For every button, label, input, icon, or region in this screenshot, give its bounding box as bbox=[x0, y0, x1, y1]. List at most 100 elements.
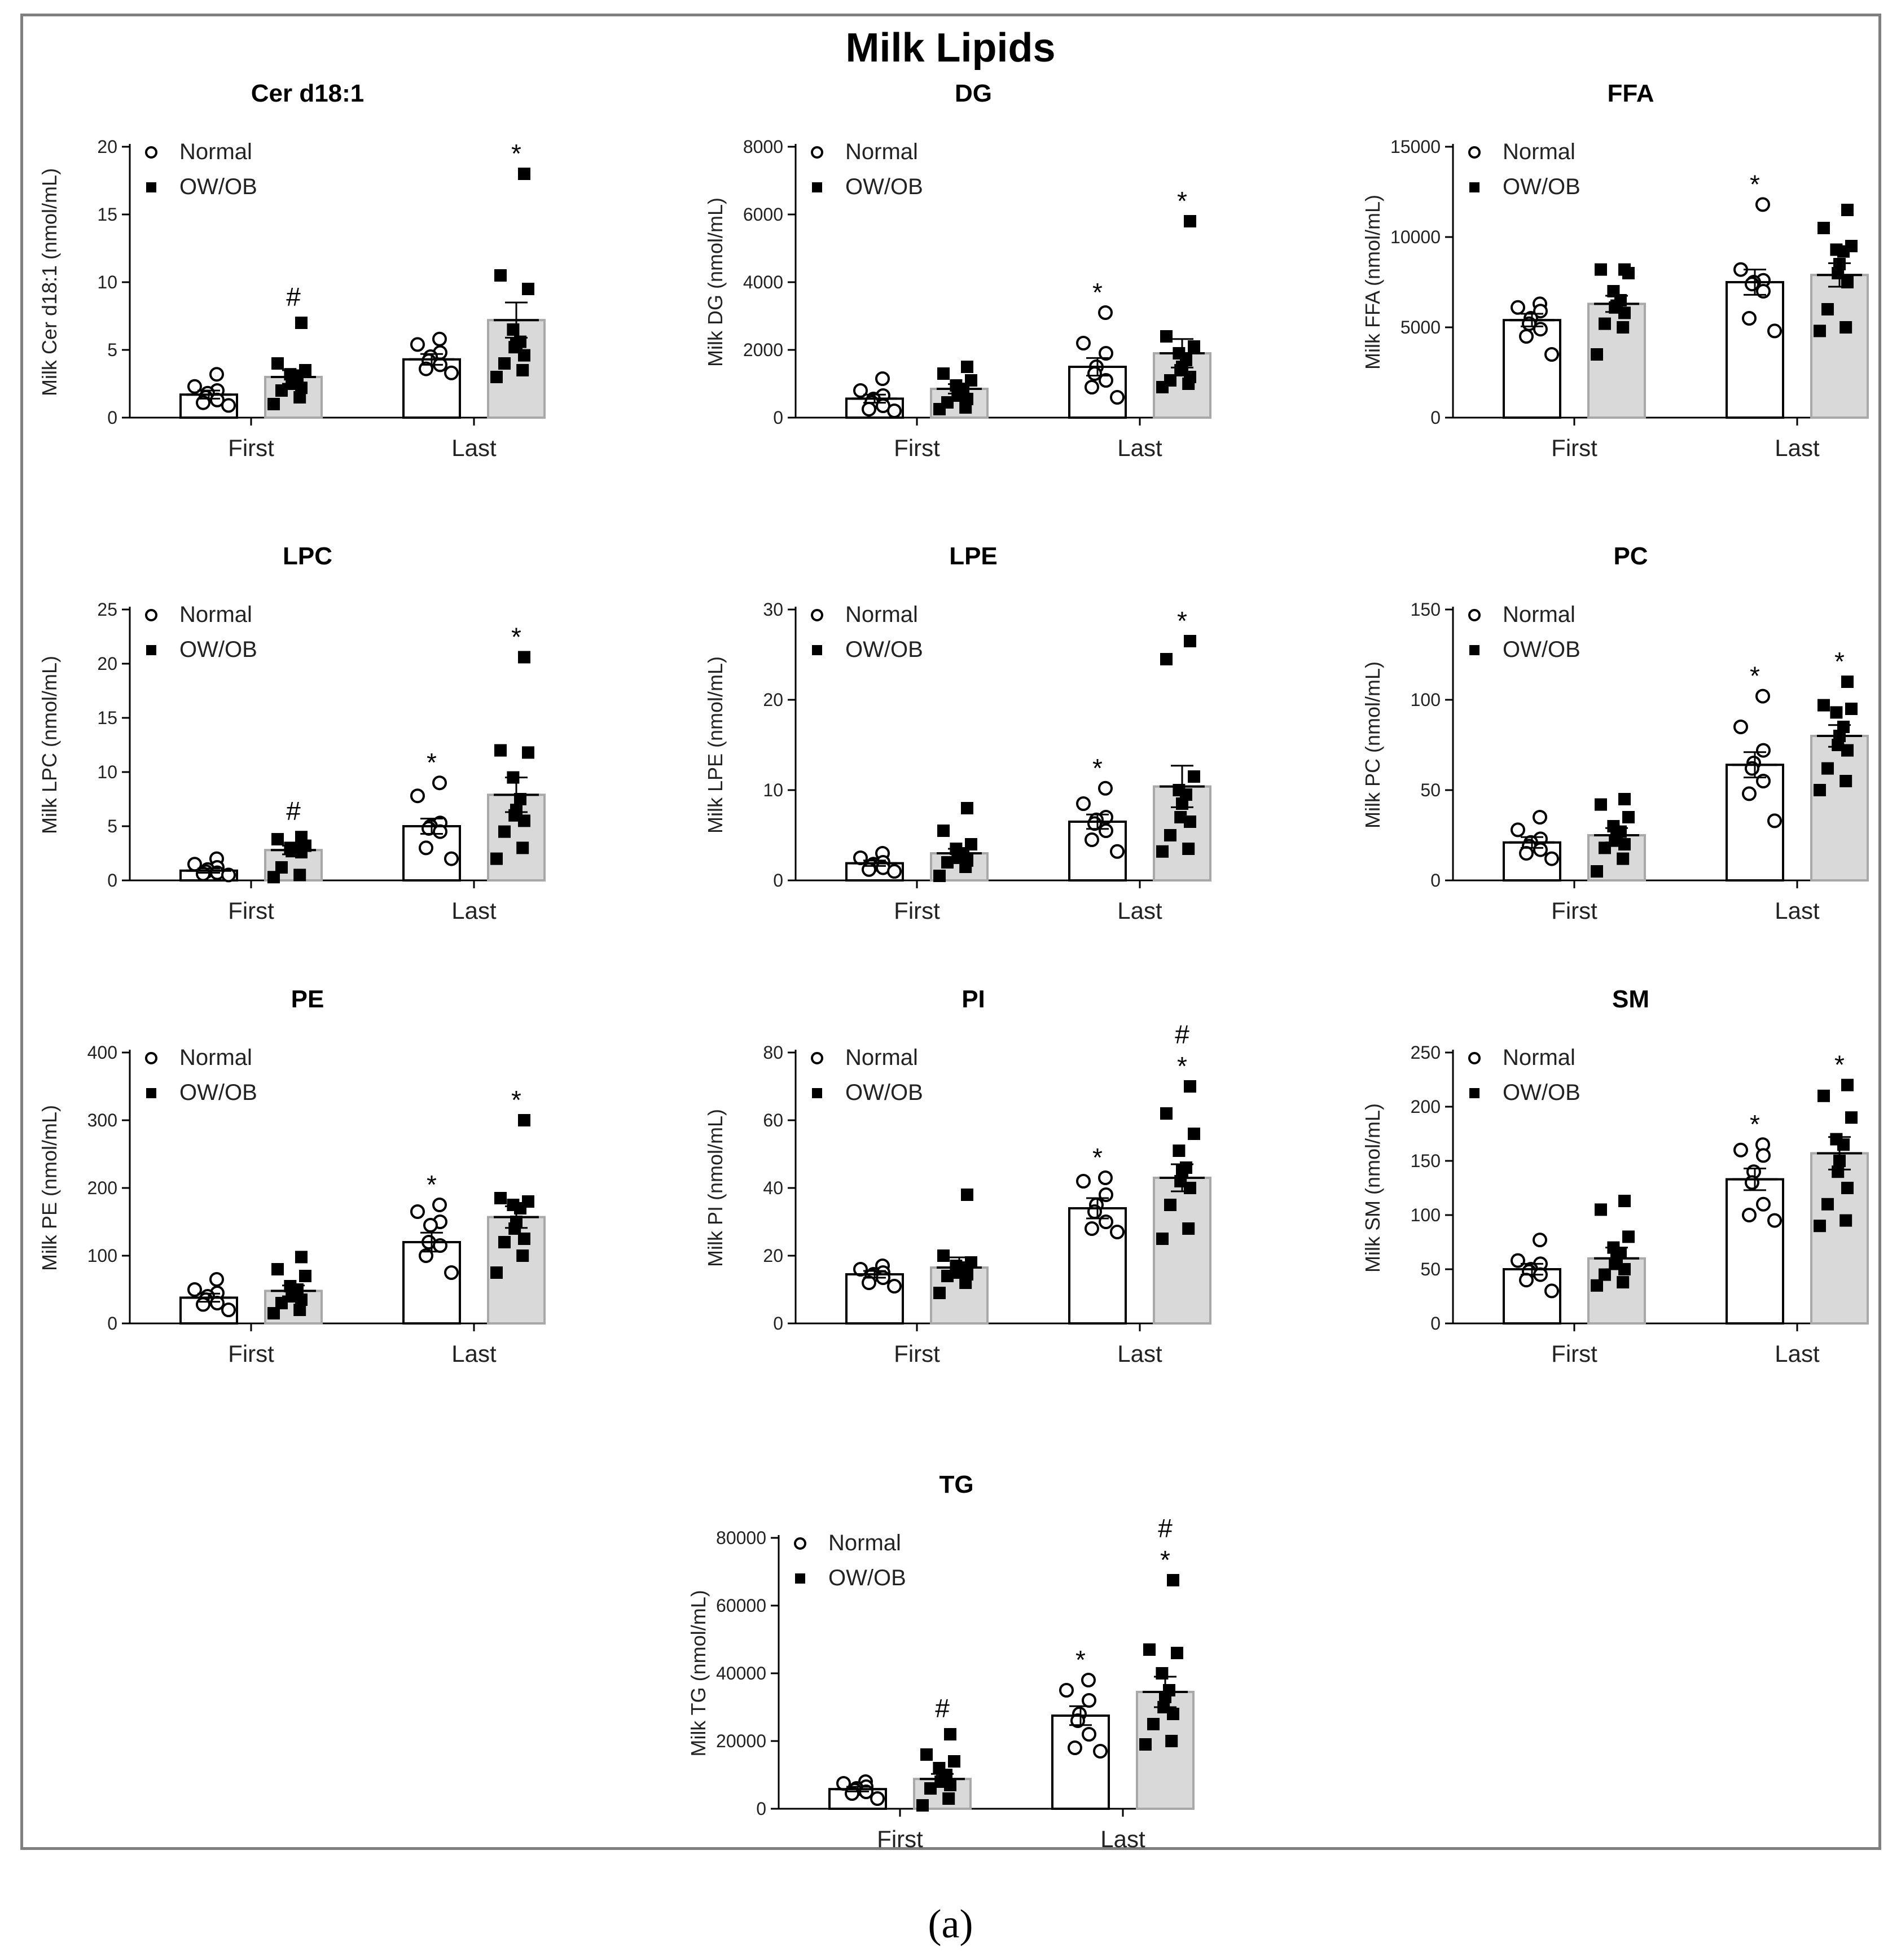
y-tick-label: 60 bbox=[763, 1110, 783, 1130]
point-owob bbox=[1599, 841, 1611, 854]
legend-label-owob: OW/OB bbox=[845, 174, 923, 199]
point-normal bbox=[410, 788, 425, 804]
point-owob bbox=[961, 802, 973, 814]
point-owob bbox=[1837, 245, 1850, 258]
point-owob bbox=[1845, 703, 1858, 715]
y-tick-label: 5 bbox=[107, 816, 117, 836]
point-owob bbox=[1617, 1276, 1630, 1289]
point-normal bbox=[875, 371, 890, 386]
point-owob bbox=[1139, 1738, 1152, 1751]
figure-title: Milk Lipids bbox=[845, 25, 1056, 71]
point-normal bbox=[221, 1303, 236, 1317]
point-owob bbox=[1617, 321, 1630, 334]
point-normal bbox=[862, 1275, 876, 1290]
point-owob bbox=[944, 1779, 956, 1791]
y-tick-label: 10 bbox=[97, 762, 117, 782]
point-owob bbox=[1188, 340, 1200, 353]
point-normal bbox=[1511, 822, 1525, 838]
point-owob bbox=[948, 1755, 960, 1768]
point-normal bbox=[419, 361, 433, 376]
point-owob bbox=[1832, 267, 1845, 279]
point-normal bbox=[862, 402, 876, 416]
point-owob bbox=[299, 1270, 311, 1282]
chart-lpe: LPE Milk LPE (nmol/mL) 0 10 20 30 First Last * * N… bbox=[704, 542, 1211, 924]
point-owob bbox=[275, 1297, 288, 1309]
panel-lpe: LPE Milk LPE (nmol/mL) 0 10 20 30 First Last * * N… bbox=[688, 536, 1230, 999]
point-owob bbox=[1817, 222, 1830, 234]
x-category-label: Last bbox=[451, 1340, 497, 1367]
point-owob bbox=[1622, 811, 1635, 823]
point-owob bbox=[1814, 1220, 1826, 1233]
point-owob bbox=[1182, 1222, 1195, 1235]
panel-ffa: FFA Milk FFA (nmol/mL) 0 5000 10000 15000 Firs… bbox=[1346, 73, 1887, 536]
point-owob bbox=[295, 846, 308, 859]
y-tick-label: 150 bbox=[1411, 1151, 1441, 1171]
point-owob bbox=[1618, 1195, 1631, 1208]
legend-label-owob: OW/OB bbox=[179, 637, 257, 662]
legend-marker-normal bbox=[794, 1537, 806, 1550]
legend-marker-owob bbox=[1469, 645, 1479, 655]
point-owob bbox=[1839, 1214, 1852, 1227]
point-normal bbox=[1511, 300, 1525, 315]
legend-label-normal: Normal bbox=[845, 139, 918, 164]
legend-label-normal: Normal bbox=[179, 602, 252, 627]
point-normal bbox=[1519, 1273, 1534, 1288]
x-category-label: Last bbox=[1117, 435, 1162, 461]
point-owob bbox=[516, 841, 529, 854]
point-owob bbox=[498, 357, 511, 370]
y-tick-label: 100 bbox=[87, 1246, 117, 1266]
point-normal bbox=[1742, 786, 1757, 801]
point-owob bbox=[1832, 739, 1845, 751]
chart-title: SM bbox=[1612, 985, 1649, 1013]
significance-mark: # bbox=[286, 282, 301, 312]
y-tick-label: 200 bbox=[87, 1178, 117, 1198]
significance-mark: # bbox=[935, 1694, 950, 1723]
legend-marker-owob bbox=[146, 645, 156, 655]
y-tick-label: 0 bbox=[1430, 1313, 1441, 1334]
point-owob bbox=[1188, 1128, 1200, 1140]
significance-mark: * bbox=[1075, 1645, 1086, 1674]
y-axis-label: Milk LPC (nmol/mL) bbox=[38, 656, 61, 834]
point-owob bbox=[1143, 1643, 1156, 1656]
y-tick-label: 4000 bbox=[743, 272, 783, 292]
y-tick-label: 300 bbox=[87, 1110, 117, 1130]
bar-owob bbox=[1810, 735, 1869, 882]
point-owob bbox=[1184, 1182, 1196, 1194]
point-owob bbox=[490, 1266, 503, 1279]
y-tick-label: 20 bbox=[97, 654, 117, 674]
point-normal bbox=[1087, 816, 1102, 831]
chart-dg: DG Milk DG (nmol/mL) 0 2000 4000 6000 8000 Firs… bbox=[704, 80, 1211, 461]
y-tick-label: 30 bbox=[763, 599, 783, 620]
point-owob bbox=[293, 1304, 306, 1316]
y-tick-label: 10 bbox=[97, 272, 117, 292]
point-owob bbox=[1164, 1199, 1176, 1211]
point-normal bbox=[1076, 336, 1091, 350]
point-owob bbox=[295, 382, 308, 394]
point-owob bbox=[1821, 762, 1834, 775]
point-normal bbox=[1733, 1142, 1748, 1157]
legend-label-owob: OW/OB bbox=[1503, 1080, 1580, 1105]
point-normal bbox=[1533, 810, 1547, 825]
point-owob bbox=[1156, 1233, 1169, 1245]
point-normal bbox=[887, 1279, 902, 1293]
point-owob bbox=[933, 870, 946, 882]
point-owob bbox=[937, 825, 950, 837]
legend-label-normal: Normal bbox=[179, 139, 252, 164]
x-category-label: Last bbox=[451, 897, 497, 924]
y-tick-label: 0 bbox=[773, 1313, 783, 1334]
point-owob bbox=[518, 1233, 530, 1245]
legend-marker-normal bbox=[1468, 146, 1481, 159]
significance-mark: * bbox=[1750, 661, 1760, 691]
point-normal bbox=[221, 867, 236, 883]
y-axis-label: Milk PE (nmol/mL) bbox=[38, 1105, 61, 1271]
point-owob bbox=[518, 1114, 530, 1126]
panel-pi: PI Milk PI (nmol/mL) 0 20 40 60 80 First Last * * #… bbox=[688, 979, 1230, 1442]
point-owob bbox=[1817, 699, 1830, 712]
point-owob bbox=[1171, 1647, 1183, 1659]
legend-marker-normal bbox=[145, 146, 157, 159]
legend-marker-owob bbox=[1469, 1088, 1479, 1098]
y-tick-label: 80 bbox=[763, 1042, 783, 1063]
panel-tg: TG Milk TG (nmol/mL) 0 20000 40000 60000 80000… bbox=[671, 1464, 1213, 1927]
point-owob bbox=[1182, 378, 1195, 390]
point-owob bbox=[1156, 1667, 1169, 1680]
